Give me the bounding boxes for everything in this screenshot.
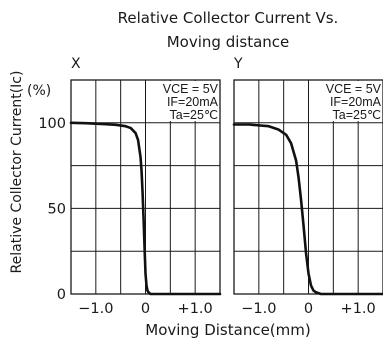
y-axis-label: Relative Collector Current(Ic) (9, 71, 25, 274)
series-line (69, 121, 222, 296)
conditions-box (154, 81, 218, 121)
y-unit-label: (%) (27, 83, 51, 99)
x-tick-label: −1.0 (241, 301, 276, 317)
y-tick-label: 100 (38, 116, 66, 132)
condition-label: VCE = 5V (326, 82, 382, 96)
x-axis-label: Moving Distance(mm) (145, 321, 310, 339)
x-tick-label: 0 (141, 301, 150, 317)
panel-y-label: Y (233, 56, 243, 72)
x-tick-label: +1.0 (178, 301, 213, 317)
condition-label: Ta=25℃ (333, 108, 381, 122)
series-line (232, 123, 383, 296)
panel-x-label: X (71, 56, 81, 72)
condition-label: VCE = 5V (163, 82, 219, 96)
conditions-box (317, 81, 381, 121)
chart-title-line1: Relative Collector Current Vs. (118, 9, 339, 27)
plot-frame (233, 79, 383, 295)
y-tick-label: 50 (48, 201, 66, 217)
condition-label: Ta=25℃ (170, 108, 218, 122)
plot-frame (70, 79, 221, 295)
y-tick-label: 0 (57, 287, 66, 303)
x-tick-label: −1.0 (78, 301, 113, 317)
condition-label: IF=20mA (167, 95, 219, 109)
x-tick-label: +1.0 (341, 301, 376, 317)
condition-label: IF=20mA (330, 95, 382, 109)
x-tick-label: 0 (304, 301, 313, 317)
chart-title-line2: Moving distance (167, 33, 290, 51)
